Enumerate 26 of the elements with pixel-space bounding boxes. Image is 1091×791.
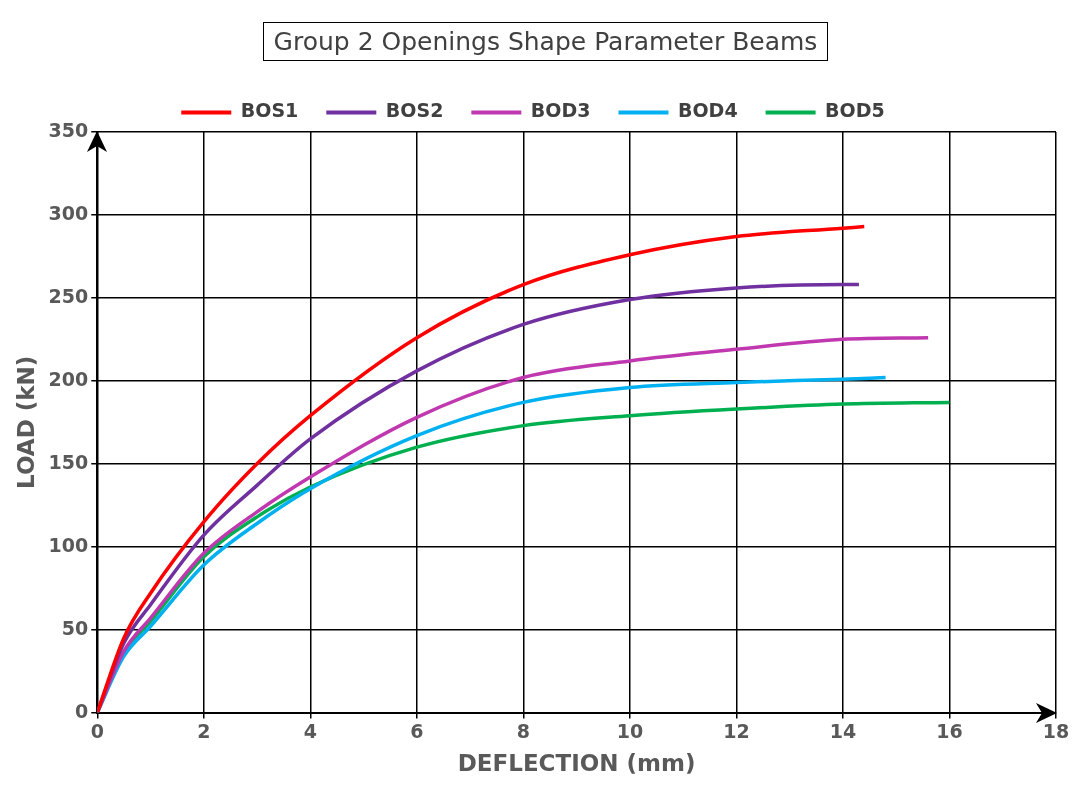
x-tick-label: 18 [1042,719,1070,742]
y-tick-label: 50 [61,616,89,639]
y-axis-title: LOAD (kN) [12,355,39,489]
y-tick-label: 350 [48,118,89,141]
x-tick-label: 10 [616,719,644,742]
legend-label: BOS2 [385,99,444,122]
x-tick-label: 4 [303,719,317,742]
legend-label: BOD4 [677,99,738,122]
y-tick-label: 300 [48,201,89,224]
x-tick-label: 14 [829,719,857,742]
x-tick-label: 16 [936,719,963,742]
x-tick-label: 12 [723,719,750,742]
y-tick-label: 0 [75,699,89,722]
y-tick-label: 200 [48,367,89,390]
legend-label: BOD3 [530,99,591,122]
x-axis-title: DEFLECTION (mm) [457,750,696,777]
legend-label: BOD5 [825,99,885,122]
chart-title: Group 2 Openings Shape Parameter Beams [262,22,829,61]
y-tick-label: 100 [48,533,89,556]
x-tick-label: 8 [516,719,530,742]
y-tick-label: 250 [48,284,89,307]
x-tick-label: 6 [410,719,424,742]
legend-label: BOS1 [240,99,299,122]
y-tick-label: 150 [48,450,89,473]
x-tick-label: 0 [90,719,104,742]
x-tick-label: 2 [197,719,211,742]
